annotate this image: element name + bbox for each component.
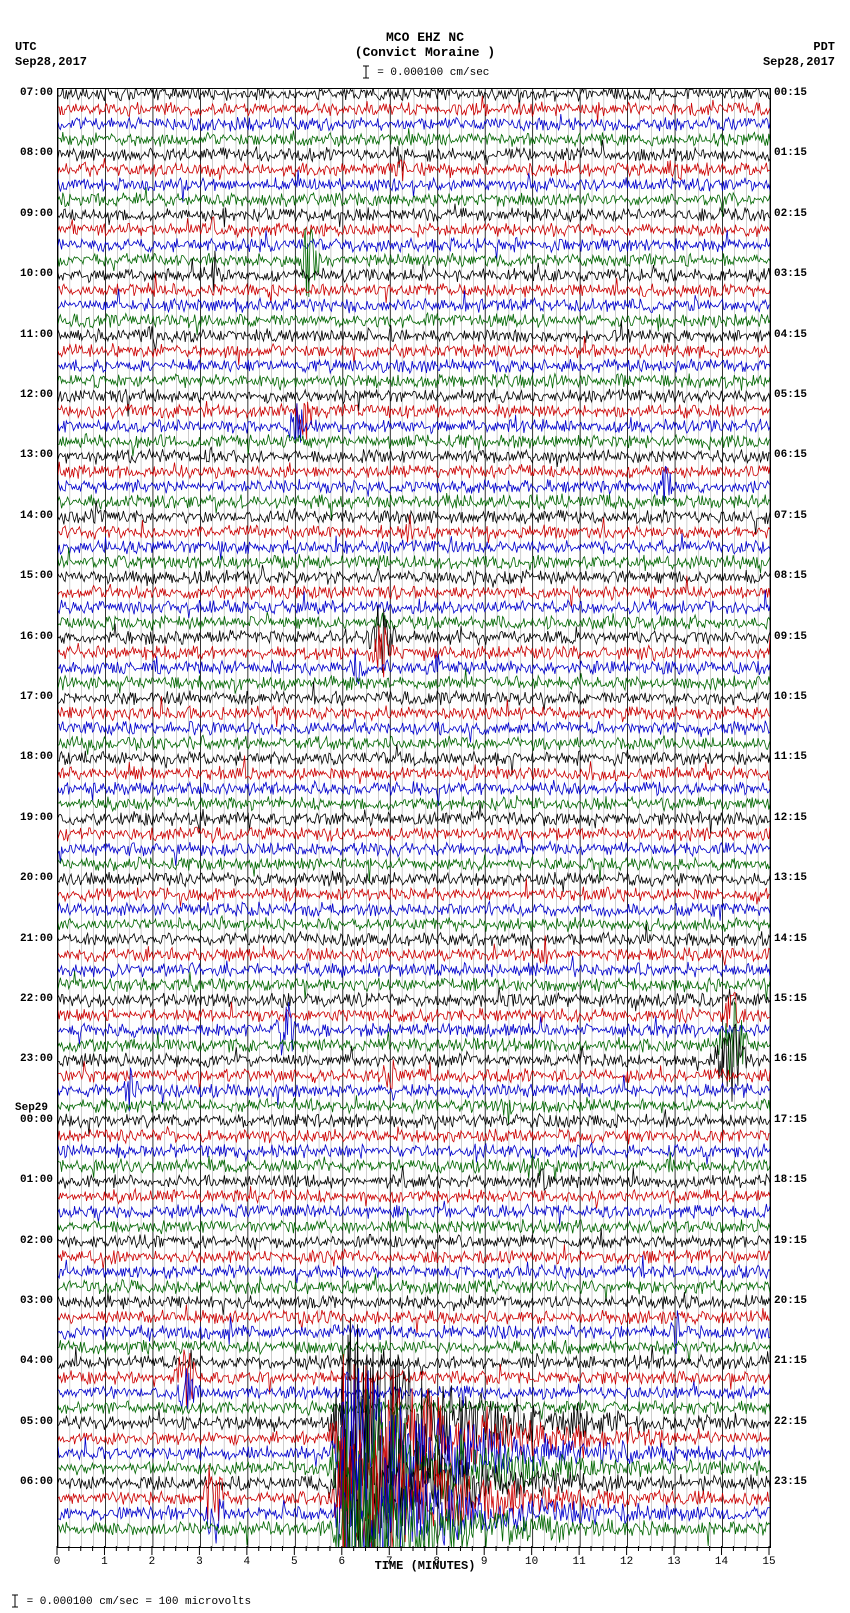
pdt-hour-label: 10:15 xyxy=(774,691,824,703)
utc-hour-label: 12:00 xyxy=(3,389,53,401)
tz-left-label: UTC xyxy=(15,40,37,54)
pdt-hour-label: 00:15 xyxy=(774,87,824,99)
utc-hour-label: 00:00 xyxy=(3,1114,53,1126)
utc-hour-label: 07:00 xyxy=(3,87,53,99)
utc-hour-label: 13:00 xyxy=(3,449,53,461)
utc-hour-label: 05:00 xyxy=(3,1416,53,1428)
pdt-hour-label: 08:15 xyxy=(774,570,824,582)
helicorder-plot: MCO EHZ NC (Convict Moraine ) = 0.000100… xyxy=(0,0,850,1613)
pdt-hour-label: 14:15 xyxy=(774,933,824,945)
pdt-hour-label: 13:15 xyxy=(774,872,824,884)
pdt-hour-label: 04:15 xyxy=(774,329,824,341)
pdt-hour-label: 21:15 xyxy=(774,1355,824,1367)
utc-hour-label: 22:00 xyxy=(3,993,53,1005)
utc-hour-label: 01:00 xyxy=(3,1174,53,1186)
station-title: MCO EHZ NC xyxy=(0,30,850,45)
tz-right-label: PDT xyxy=(813,40,835,54)
utc-hour-label: 09:00 xyxy=(3,208,53,220)
pdt-hour-label: 15:15 xyxy=(774,993,824,1005)
pdt-hour-label: 17:15 xyxy=(774,1114,824,1126)
utc-hour-label: 20:00 xyxy=(3,872,53,884)
utc-hour-label: 23:00 xyxy=(3,1053,53,1065)
utc-hour-label: 18:00 xyxy=(3,751,53,763)
pdt-hour-label: 07:15 xyxy=(774,510,824,522)
pdt-hour-label: 12:15 xyxy=(774,812,824,824)
utc-hour-label: 15:00 xyxy=(3,570,53,582)
pdt-hour-label: 03:15 xyxy=(774,268,824,280)
utc-hour-label: 17:00 xyxy=(3,691,53,703)
utc-hour-label: 11:00 xyxy=(3,329,53,341)
pdt-hour-label: 01:15 xyxy=(774,147,824,159)
utc-hour-label: 04:00 xyxy=(3,1355,53,1367)
utc-hour-label: 19:00 xyxy=(3,812,53,824)
pdt-hour-label: 19:15 xyxy=(774,1235,824,1247)
helicorder-svg xyxy=(58,89,770,1547)
date-left-label: Sep28,2017 xyxy=(15,55,87,69)
pdt-hour-label: 02:15 xyxy=(774,208,824,220)
pdt-hour-label: 16:15 xyxy=(774,1053,824,1065)
pdt-hour-label: 06:15 xyxy=(774,449,824,461)
plot-area xyxy=(57,88,771,1548)
pdt-hour-label: 11:15 xyxy=(774,751,824,763)
day-boundary-label: Sep29 xyxy=(15,1102,48,1114)
date-right-label: Sep28,2017 xyxy=(763,55,835,69)
utc-hour-label: 08:00 xyxy=(3,147,53,159)
footer-scale-note: = 0.000100 cm/sec = 100 microvolts xyxy=(10,1594,251,1608)
utc-hour-label: 06:00 xyxy=(3,1476,53,1488)
pdt-hour-label: 20:15 xyxy=(774,1295,824,1307)
pdt-hour-label: 18:15 xyxy=(774,1174,824,1186)
pdt-hour-label: 23:15 xyxy=(774,1476,824,1488)
pdt-hour-label: 22:15 xyxy=(774,1416,824,1428)
station-subtitle: (Convict Moraine ) xyxy=(0,45,850,60)
pdt-hour-label: 05:15 xyxy=(774,389,824,401)
utc-hour-label: 16:00 xyxy=(3,631,53,643)
utc-hour-label: 21:00 xyxy=(3,933,53,945)
utc-hour-label: 14:00 xyxy=(3,510,53,522)
pdt-hour-label: 09:15 xyxy=(774,631,824,643)
utc-hour-label: 03:00 xyxy=(3,1295,53,1307)
utc-hour-label: 02:00 xyxy=(3,1235,53,1247)
scale-note: = 0.000100 cm/sec xyxy=(0,65,850,79)
utc-hour-label: 10:00 xyxy=(3,268,53,280)
